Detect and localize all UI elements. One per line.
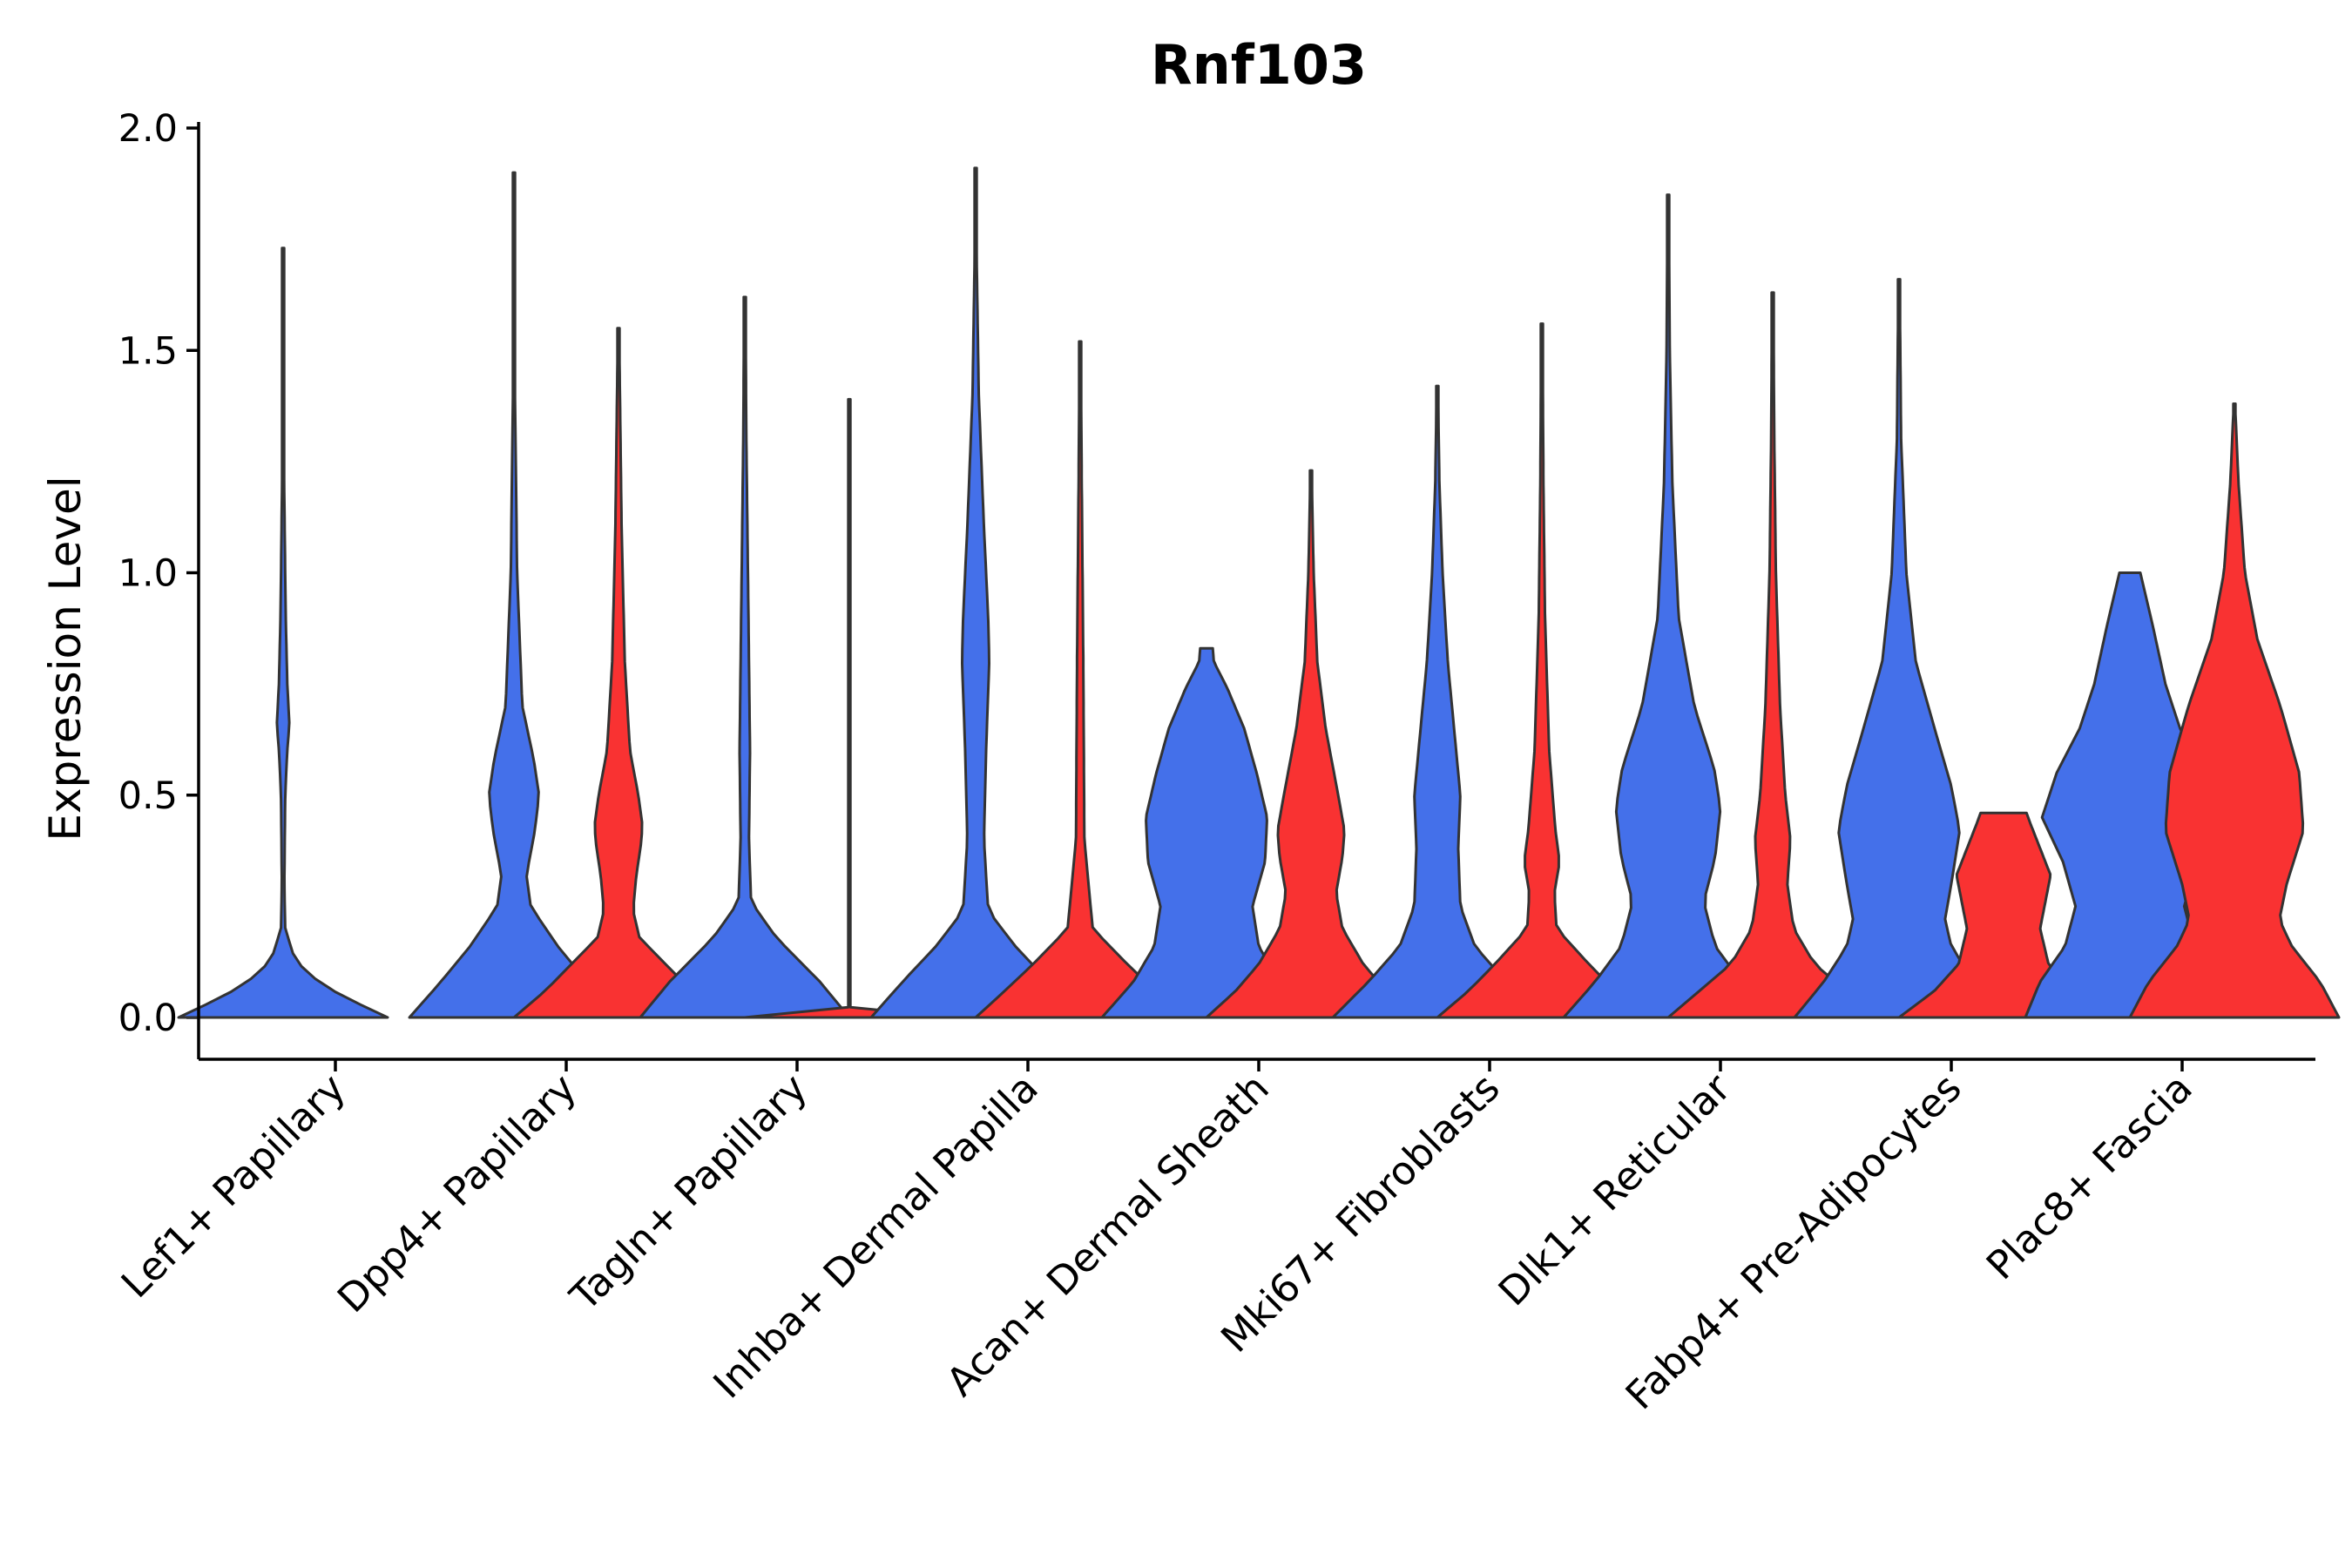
violin-group-blue-2 xyxy=(639,295,851,1019)
y-axis-ticks: 0.0 0.5 1.0 1.5 2.0 xyxy=(118,107,199,1040)
violin-group-blue-1 xyxy=(408,171,620,1019)
y-tick-label: 0.0 xyxy=(118,997,178,1040)
violin-group-red-8 xyxy=(2128,402,2341,1019)
violin-group-red-3 xyxy=(974,340,1186,1019)
violin-group-blue-6 xyxy=(1562,193,1774,1019)
x-tick-label: Tagln+ Papillary xyxy=(561,1064,816,1320)
chart-title: Rnf103 xyxy=(1151,33,1367,97)
y-tick-label: 2.0 xyxy=(118,107,178,151)
x-tick-label: Dlk1+ Reticular xyxy=(1490,1064,1740,1315)
violin-group-red-5 xyxy=(1436,322,1648,1019)
violins-layer xyxy=(177,166,2341,1019)
y-tick-label: 1.0 xyxy=(118,552,178,596)
violin-group-red-7 xyxy=(1897,811,2110,1019)
violin-group-blue-3 xyxy=(869,166,1082,1019)
violin-group-red-1 xyxy=(512,327,725,1019)
x-tick-label: Dpp4+ Papillary xyxy=(328,1064,585,1321)
violin-group-blue-5 xyxy=(1331,384,1544,1019)
x-tick-label: Lef1+ Papillary xyxy=(112,1064,355,1307)
y-tick-label: 1.5 xyxy=(118,329,178,373)
violin-group-blue-4 xyxy=(1100,646,1313,1019)
violin-group-blue-7 xyxy=(1793,278,2005,1019)
violin-group-blue-0 xyxy=(177,247,389,1019)
y-axis-label: Expression Level xyxy=(40,476,91,841)
violin-group-red-4 xyxy=(1205,469,1417,1019)
violin-group-red-6 xyxy=(1666,291,1879,1019)
axes xyxy=(197,122,2315,1061)
y-tick-label: 0.5 xyxy=(118,774,178,818)
violin-group-red-2 xyxy=(743,397,956,1019)
x-tick-label: Plac8+ Fascia xyxy=(1977,1064,2201,1288)
